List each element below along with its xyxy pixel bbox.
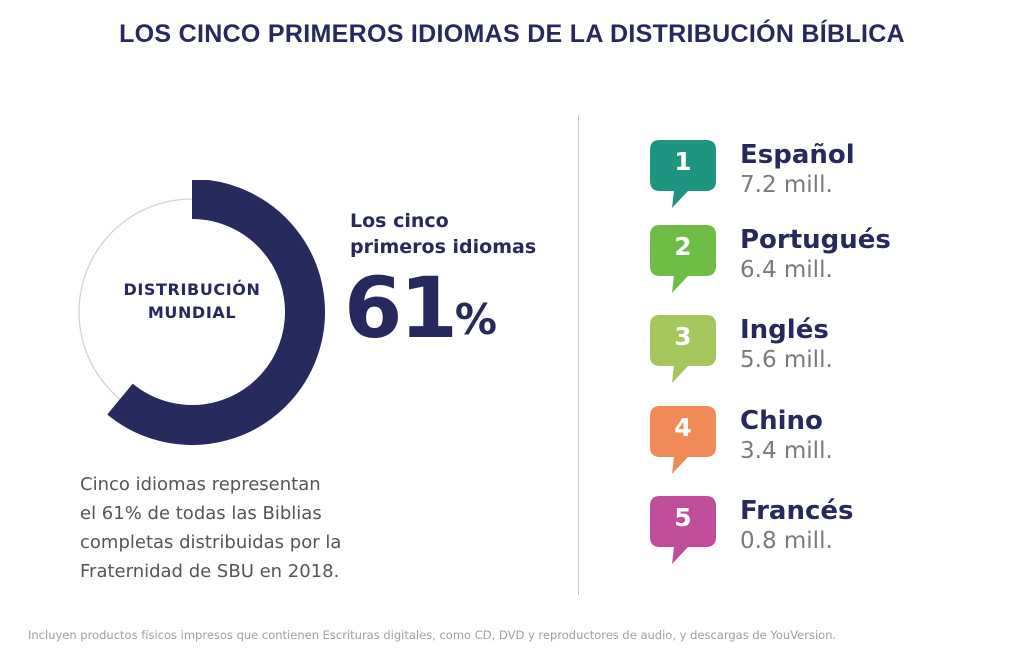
language-value: 3.4 mill. [740, 438, 833, 464]
speech-bubble-shape [650, 225, 716, 293]
speech-bubble-icon: 2 [650, 225, 720, 301]
rank-number: 5 [674, 503, 692, 532]
speech-bubble-shape [650, 315, 716, 383]
share-caption-line2: primeros idiomas [350, 236, 537, 258]
speech-bubble-icon: 4 [650, 406, 720, 482]
footnote: Incluyen productos físicos impresos que … [28, 628, 837, 642]
language-item-4: 4 Chino 3.4 mill. [650, 406, 1010, 486]
donut-center-label: DISTRIBUCIÓN MUNDIAL [80, 278, 304, 324]
share-caption-line1: Los cinco [350, 210, 449, 232]
donut-slice-share [107, 179, 325, 445]
speech-bubble-icon: 5 [650, 496, 720, 572]
description-line: Fraternidad de SBU en 2018. [80, 561, 340, 582]
speech-bubble-shape [650, 140, 716, 208]
description: Cinco idiomas representan el 61% de toda… [80, 470, 370, 586]
donut-chart [70, 179, 340, 450]
language-value: 0.8 mill. [740, 528, 833, 554]
rank-number: 3 [674, 322, 692, 351]
language-name: Español [740, 140, 855, 170]
language-item-1: 1 Español 7.2 mill. [650, 140, 1010, 220]
language-value: 5.6 mill. [740, 347, 833, 373]
speech-bubble-icon: 1 [650, 140, 720, 216]
rank-number: 2 [674, 232, 692, 261]
donut-center-label-line2: MUNDIAL [147, 303, 237, 322]
speech-bubble-shape [650, 496, 716, 564]
page-title: LOS CINCO PRIMEROS IDIOMAS DE LA DISTRIB… [119, 20, 905, 48]
language-item-2: 2 Portugués 6.4 mill. [650, 225, 1010, 305]
language-name: Portugués [740, 225, 891, 255]
vertical-divider [578, 115, 579, 595]
share-caption: Los cinco primeros idiomas [350, 208, 560, 260]
language-name: Chino [740, 406, 823, 436]
description-line: Cinco idiomas representan [80, 474, 321, 495]
language-name: Inglés [740, 315, 829, 345]
donut-center-label-line1: DISTRIBUCIÓN [123, 280, 261, 299]
speech-bubble-icon: 3 [650, 315, 720, 391]
description-line: completas distribuidas por la [80, 532, 342, 553]
language-item-3: 3 Inglés 5.6 mill. [650, 315, 1010, 395]
language-value: 6.4 mill. [740, 257, 833, 283]
rank-number: 4 [674, 413, 692, 442]
language-item-5: 5 Francés 0.8 mill. [650, 496, 1010, 576]
speech-bubble-shape [650, 406, 716, 474]
share-number: 61 [344, 259, 458, 357]
language-value: 7.2 mill. [740, 172, 833, 198]
language-name: Francés [740, 496, 854, 526]
share-unit: % [454, 295, 497, 344]
rank-number: 1 [674, 147, 692, 176]
description-line: el 61% de todas las Biblias [80, 503, 322, 524]
share-value: 61% [344, 258, 497, 358]
donut-svg [78, 179, 325, 445]
